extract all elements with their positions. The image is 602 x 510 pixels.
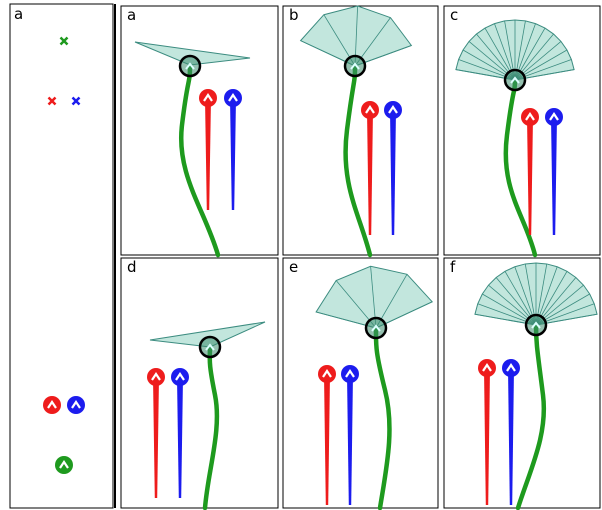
marker: [199, 89, 217, 107]
head: [200, 337, 220, 357]
marker: [147, 368, 165, 386]
panel-label: d: [127, 258, 137, 276]
marker: [384, 101, 402, 119]
marker: [67, 396, 85, 414]
marker: [545, 108, 563, 126]
head: [366, 318, 386, 338]
panel-label: c: [450, 6, 458, 24]
panel-label: b: [289, 6, 299, 24]
marker: [502, 359, 520, 377]
panel-label: a: [14, 5, 23, 23]
marker: [478, 359, 496, 377]
panel-label: a: [127, 6, 136, 24]
marker: [224, 89, 242, 107]
figure: a a b c d e f: [0, 0, 602, 510]
marker: [361, 101, 379, 119]
left-panel: [10, 4, 113, 508]
panel: [121, 258, 278, 508]
head: [505, 70, 525, 90]
marker: [55, 456, 73, 474]
marker: [521, 108, 539, 126]
head: [526, 315, 546, 335]
marker: [171, 368, 189, 386]
head: [345, 56, 365, 76]
marker: [341, 365, 359, 383]
marker: [43, 396, 61, 414]
panel-label: e: [289, 258, 298, 276]
head: [180, 56, 200, 76]
marker: [318, 365, 336, 383]
panel-label: f: [450, 258, 456, 276]
